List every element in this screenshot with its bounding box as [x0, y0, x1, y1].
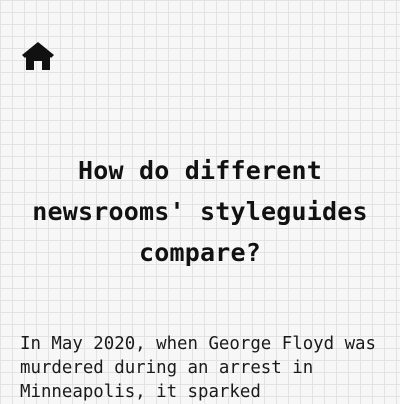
home-button[interactable] — [20, 40, 56, 72]
home-icon — [22, 42, 54, 70]
intro-paragraph: In May 2020, when George Floyd was murde… — [20, 334, 376, 402]
page-title: How do different newsrooms' styleguides … — [32, 156, 368, 267]
